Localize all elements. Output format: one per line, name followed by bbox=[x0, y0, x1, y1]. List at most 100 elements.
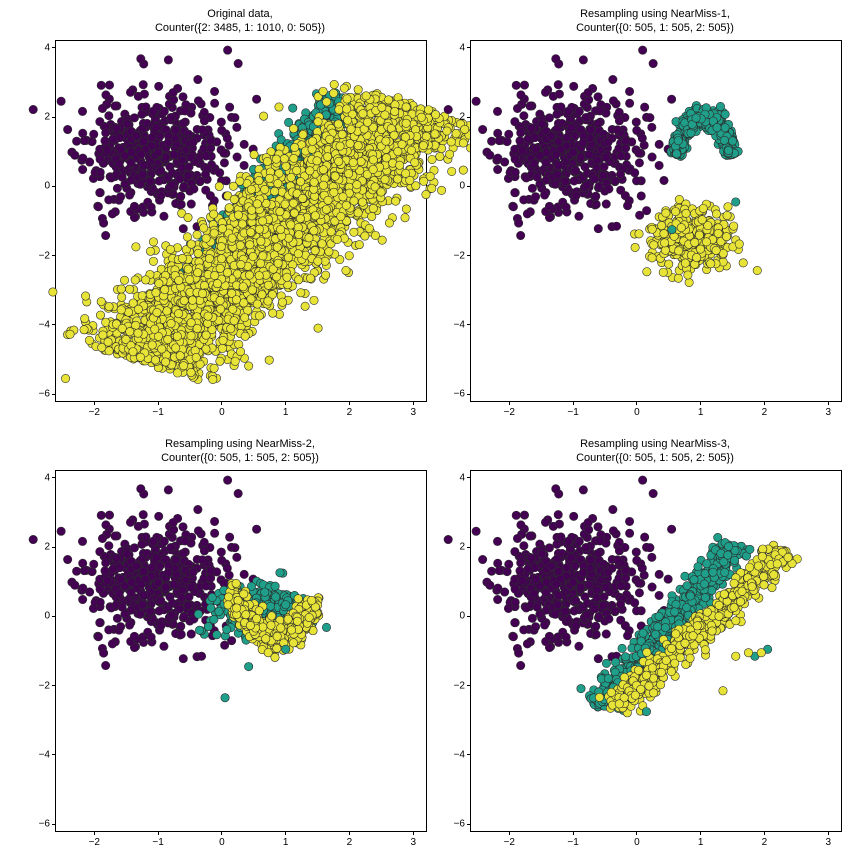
point-class2 bbox=[331, 172, 339, 180]
point-class2 bbox=[153, 308, 161, 316]
point-class0 bbox=[57, 97, 65, 105]
point-class2 bbox=[225, 204, 233, 212]
point-class2 bbox=[126, 327, 134, 335]
point-class2 bbox=[393, 175, 401, 183]
point-class0 bbox=[115, 160, 123, 168]
point-class2 bbox=[173, 369, 181, 377]
point-class0 bbox=[105, 81, 113, 89]
point-class2 bbox=[274, 259, 282, 267]
subplot-0: Original data, Counter({2: 3485, 1: 1010… bbox=[55, 40, 425, 400]
point-class2 bbox=[350, 228, 358, 236]
point-class2 bbox=[264, 297, 272, 305]
point-class2 bbox=[369, 165, 377, 173]
point-class2 bbox=[148, 341, 156, 349]
point-class2 bbox=[459, 166, 467, 174]
title-line2: Counter({2: 3485, 1: 1010, 0: 505}) bbox=[155, 22, 325, 34]
point-class0 bbox=[201, 170, 209, 178]
point-class2 bbox=[314, 118, 322, 126]
point-class2 bbox=[192, 353, 200, 361]
point-class0 bbox=[198, 126, 206, 134]
figure: Original data, Counter({2: 3485, 1: 1010… bbox=[0, 0, 856, 856]
point-class0 bbox=[169, 88, 177, 96]
point-class0 bbox=[63, 125, 71, 133]
point-class2 bbox=[289, 199, 297, 207]
point-class2 bbox=[188, 296, 196, 304]
point-class2 bbox=[398, 140, 406, 148]
point-class2 bbox=[323, 153, 331, 161]
point-class2 bbox=[287, 173, 295, 181]
point-class2 bbox=[342, 201, 350, 209]
point-class0 bbox=[220, 149, 228, 157]
point-class2 bbox=[402, 205, 410, 213]
point-class0 bbox=[101, 137, 109, 145]
point-class2 bbox=[322, 205, 330, 213]
point-class2 bbox=[278, 298, 286, 306]
point-class0 bbox=[105, 196, 113, 204]
point-class2 bbox=[401, 214, 409, 222]
point-class2 bbox=[193, 324, 201, 332]
point-class2 bbox=[141, 276, 149, 284]
point-class2 bbox=[345, 251, 353, 259]
point-class2 bbox=[81, 292, 89, 300]
point-class0 bbox=[138, 110, 146, 118]
point-class0 bbox=[218, 126, 226, 134]
point-class0 bbox=[99, 219, 107, 227]
point-class2 bbox=[276, 207, 284, 215]
point-class2 bbox=[255, 176, 263, 184]
point-class2 bbox=[290, 154, 298, 162]
point-class2 bbox=[411, 158, 419, 166]
point-class2 bbox=[347, 125, 355, 133]
point-class2 bbox=[343, 116, 351, 124]
point-class0 bbox=[210, 87, 218, 95]
point-class0 bbox=[160, 107, 168, 115]
point-class0 bbox=[216, 169, 224, 177]
point-class2 bbox=[253, 200, 261, 208]
point-class2 bbox=[230, 317, 238, 325]
point-class2 bbox=[265, 356, 273, 364]
point-class0 bbox=[202, 152, 210, 160]
point-class2 bbox=[228, 234, 236, 242]
point-class2 bbox=[290, 143, 298, 151]
point-class2 bbox=[134, 329, 142, 337]
point-class2 bbox=[264, 281, 272, 289]
point-class0 bbox=[96, 168, 104, 176]
point-class0 bbox=[200, 117, 208, 125]
point-class2 bbox=[272, 273, 280, 281]
point-class0 bbox=[152, 124, 160, 132]
point-class2 bbox=[281, 200, 289, 208]
point-class0 bbox=[96, 188, 104, 196]
point-class2 bbox=[232, 296, 240, 304]
point-class2 bbox=[337, 212, 345, 220]
point-class2 bbox=[213, 279, 221, 287]
point-class0 bbox=[170, 150, 178, 158]
point-class2 bbox=[287, 221, 295, 229]
point-class2 bbox=[258, 217, 266, 225]
point-class2 bbox=[321, 271, 329, 279]
point-class2 bbox=[255, 271, 263, 279]
point-class2 bbox=[136, 353, 144, 361]
point-class0 bbox=[101, 231, 109, 239]
point-class2 bbox=[179, 362, 187, 370]
point-class1 bbox=[289, 104, 297, 112]
point-class0 bbox=[233, 153, 241, 161]
point-class0 bbox=[125, 191, 133, 199]
point-class2 bbox=[255, 225, 263, 233]
point-class0 bbox=[177, 192, 185, 200]
point-class2 bbox=[325, 248, 333, 256]
point-class0 bbox=[113, 184, 121, 192]
point-class2 bbox=[240, 313, 248, 321]
point-class0 bbox=[155, 82, 163, 90]
point-class2 bbox=[283, 273, 291, 281]
point-class2 bbox=[217, 255, 225, 263]
point-class2 bbox=[402, 119, 410, 127]
point-class0 bbox=[139, 161, 147, 169]
point-class2 bbox=[209, 375, 217, 383]
plot-area: −2−10123−6−4−2024 bbox=[55, 40, 427, 402]
point-class2 bbox=[120, 276, 128, 284]
point-class0 bbox=[111, 102, 119, 110]
point-class2 bbox=[149, 238, 157, 246]
point-class0 bbox=[179, 119, 187, 127]
point-class2 bbox=[187, 332, 195, 340]
point-class2 bbox=[329, 89, 337, 97]
point-class2 bbox=[428, 184, 436, 192]
